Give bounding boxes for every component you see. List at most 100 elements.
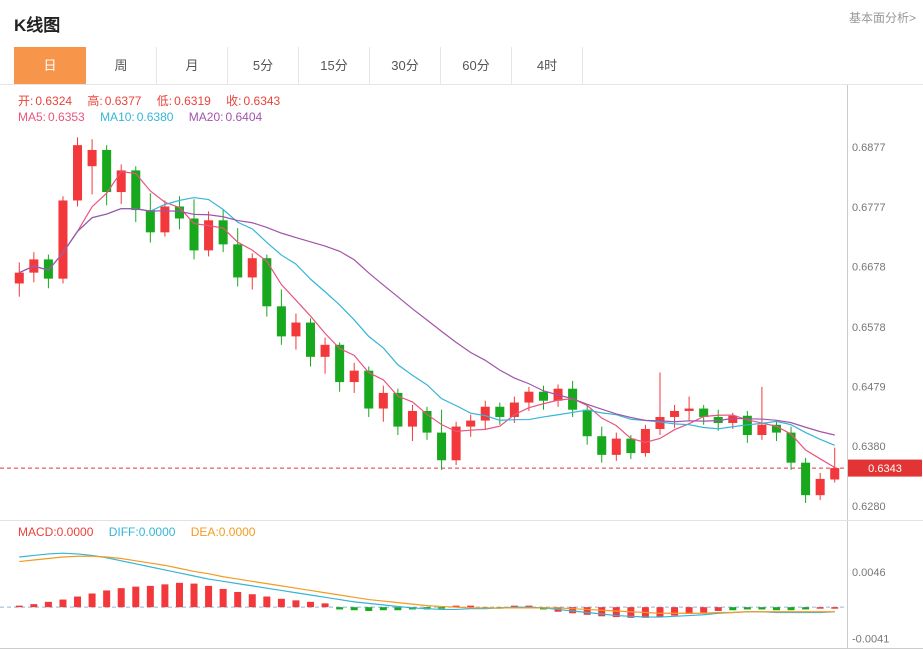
candle-body	[378, 392, 388, 409]
dea-label: DEA:	[190, 525, 219, 539]
ma20-line	[19, 207, 835, 436]
candle-body	[335, 344, 345, 383]
macd-bar	[175, 582, 183, 608]
macd-bar	[831, 607, 839, 609]
ma20-label: MA20:	[188, 110, 224, 124]
tab-60min[interactable]: 60分	[441, 47, 512, 84]
macd-bar	[146, 585, 154, 608]
candle-body	[73, 145, 83, 201]
candle-body	[262, 258, 272, 307]
macd-bar	[321, 603, 329, 608]
tab-day[interactable]: 日	[14, 47, 86, 84]
macd-bar	[729, 607, 737, 611]
macd-label: MACD:	[18, 525, 57, 539]
candle-body	[524, 391, 534, 403]
fundamental-analysis-link[interactable]: 基本面分析>	[848, 11, 916, 25]
macd-bar	[656, 607, 664, 618]
candle-body	[14, 272, 24, 284]
macd-bar	[467, 605, 475, 608]
tab-5min[interactable]: 5分	[228, 47, 299, 84]
macd-bar	[685, 607, 693, 615]
ma10-value: 0.6380	[136, 110, 174, 124]
macd-bar	[336, 607, 344, 610]
axis-tick-label: 0.6280	[852, 501, 886, 513]
ma5-line	[19, 170, 836, 468]
macd-bar	[350, 607, 358, 611]
candle-body	[626, 438, 636, 454]
candle-body	[422, 410, 432, 433]
open-value: 0.6324	[35, 94, 73, 108]
macd-bar	[569, 607, 577, 614]
macd-bar	[743, 607, 751, 610]
macd-bar	[15, 605, 23, 608]
open-label: 开:	[18, 94, 34, 108]
dea-line	[19, 555, 835, 614]
candle-body	[480, 406, 490, 421]
candle-body	[291, 322, 301, 337]
macd-value: 0.0000	[56, 525, 94, 539]
low-label: 低:	[156, 94, 173, 108]
macd-bar	[598, 607, 606, 617]
macd-bar	[772, 607, 780, 611]
candle-body	[189, 218, 199, 251]
macd-bar	[700, 607, 708, 613]
macd-bar	[802, 607, 810, 610]
macd-bar	[525, 605, 533, 608]
candle-body	[815, 478, 825, 496]
macd-bar	[205, 585, 213, 608]
candle-body	[437, 432, 447, 461]
candle-body	[786, 432, 796, 463]
tab-30min[interactable]: 30分	[370, 47, 441, 84]
macd-bar	[248, 594, 256, 608]
axis-tick-label: -0.0041	[852, 633, 889, 645]
close-label: 收:	[226, 94, 242, 108]
macd-bar	[234, 591, 242, 608]
macd-bar	[612, 607, 620, 618]
macd-bar	[583, 607, 591, 615]
dea-value: 0.0000	[218, 525, 256, 539]
tab-week[interactable]: 周	[86, 47, 157, 84]
macd-bar	[627, 607, 635, 618]
candle-body	[640, 428, 650, 454]
diff-value: 0.0000	[138, 525, 176, 539]
candle-body	[451, 426, 461, 461]
macd-bar	[379, 607, 387, 611]
last-price-badge	[848, 459, 922, 477]
macd-bar	[103, 590, 111, 608]
candle-body	[160, 206, 170, 233]
tab-4hour[interactable]: 4时	[512, 47, 583, 84]
high-label: 高:	[87, 94, 103, 108]
macd-bar	[452, 605, 460, 608]
tab-15min[interactable]: 15分	[299, 47, 370, 84]
candle-body	[757, 424, 767, 436]
macd-bar	[88, 593, 96, 608]
tab-month[interactable]: 月	[157, 47, 228, 84]
axis-tick-label: 0.6578	[852, 322, 886, 334]
candle-body	[495, 406, 505, 417]
page-title: K线图	[14, 16, 61, 35]
macd-bar	[365, 607, 373, 611]
macd-bar	[714, 607, 722, 611]
macd-bar	[190, 583, 198, 608]
candle-body	[771, 424, 781, 433]
ma5-label: MA5:	[18, 110, 47, 124]
last-price-badge-text: 0.6343	[868, 463, 902, 475]
macd-bar	[59, 599, 67, 608]
macd-bar	[132, 586, 140, 608]
macd-bar	[671, 607, 679, 616]
candle-body	[655, 416, 665, 429]
candle-body	[204, 220, 214, 251]
high-value: 0.6377	[104, 94, 142, 108]
axis-tick-label: 0.6678	[852, 262, 886, 274]
macd-bar	[161, 584, 169, 608]
macd-bar	[758, 607, 766, 610]
candle-body	[87, 149, 97, 167]
ma5-value: 0.6353	[48, 110, 85, 124]
candle-body	[233, 244, 243, 278]
axis-tick-label: 0.6380	[852, 441, 886, 453]
ohlc-readout: 开: 0.6324 高: 0.6377 低: 0.6319 收: 0.6343	[18, 92, 292, 109]
ma10-line	[19, 196, 835, 446]
candle-body	[538, 391, 549, 401]
chart-svg: 0.6877 0.6777 0.6678 0.6578 0.6479 0.6380 0.62…	[0, 85, 923, 649]
